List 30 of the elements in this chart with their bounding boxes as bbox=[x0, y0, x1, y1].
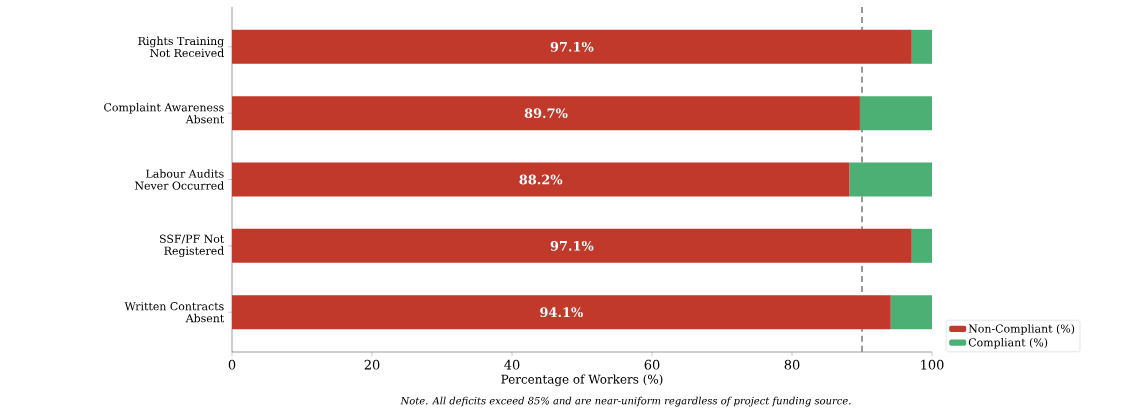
y-tick-label: Labour Audits Never Occurred bbox=[135, 169, 224, 190]
x-axis-title: Percentage of Workers (%) bbox=[501, 374, 663, 387]
legend-label: Non-Compliant (%) bbox=[968, 324, 1075, 335]
bar bbox=[232, 295, 891, 330]
bar bbox=[232, 29, 912, 64]
x-tick-label: 100 bbox=[921, 359, 944, 370]
x-tick-label: 40 bbox=[504, 359, 520, 370]
x-tick-label: 0 bbox=[228, 359, 236, 370]
text: Note. All deficits exceed 85% and are near-uniform regardless of project funding source. bbox=[400, 396, 851, 407]
legend-label: Compliant (%) bbox=[968, 338, 1048, 349]
bar bbox=[890, 295, 933, 330]
bar bbox=[911, 29, 933, 64]
bar bbox=[849, 162, 933, 197]
y-tick-label: Rights Training Not Received bbox=[138, 36, 224, 58]
y-tick-label: Complaint Awareness Absent bbox=[104, 102, 225, 124]
bar bbox=[911, 228, 933, 263]
x-tick-label: 60 bbox=[644, 359, 660, 370]
data-label: 88.2% bbox=[519, 174, 563, 185]
data-label: 97.1% bbox=[550, 240, 594, 251]
bar bbox=[859, 96, 933, 131]
x-tick-label: 80 bbox=[784, 359, 800, 370]
bar bbox=[232, 228, 912, 263]
x-tick-label: 20 bbox=[364, 359, 380, 370]
bar bbox=[232, 162, 850, 197]
bar bbox=[232, 96, 860, 131]
y-tick-label: SSF/PF Not Registered bbox=[159, 234, 225, 258]
y-tick-label: Written Contracts Absent bbox=[124, 302, 225, 323]
data-label: 97.1% bbox=[550, 41, 594, 52]
data-label: 89.7% bbox=[524, 108, 568, 119]
data-label: 94.1% bbox=[540, 307, 583, 318]
